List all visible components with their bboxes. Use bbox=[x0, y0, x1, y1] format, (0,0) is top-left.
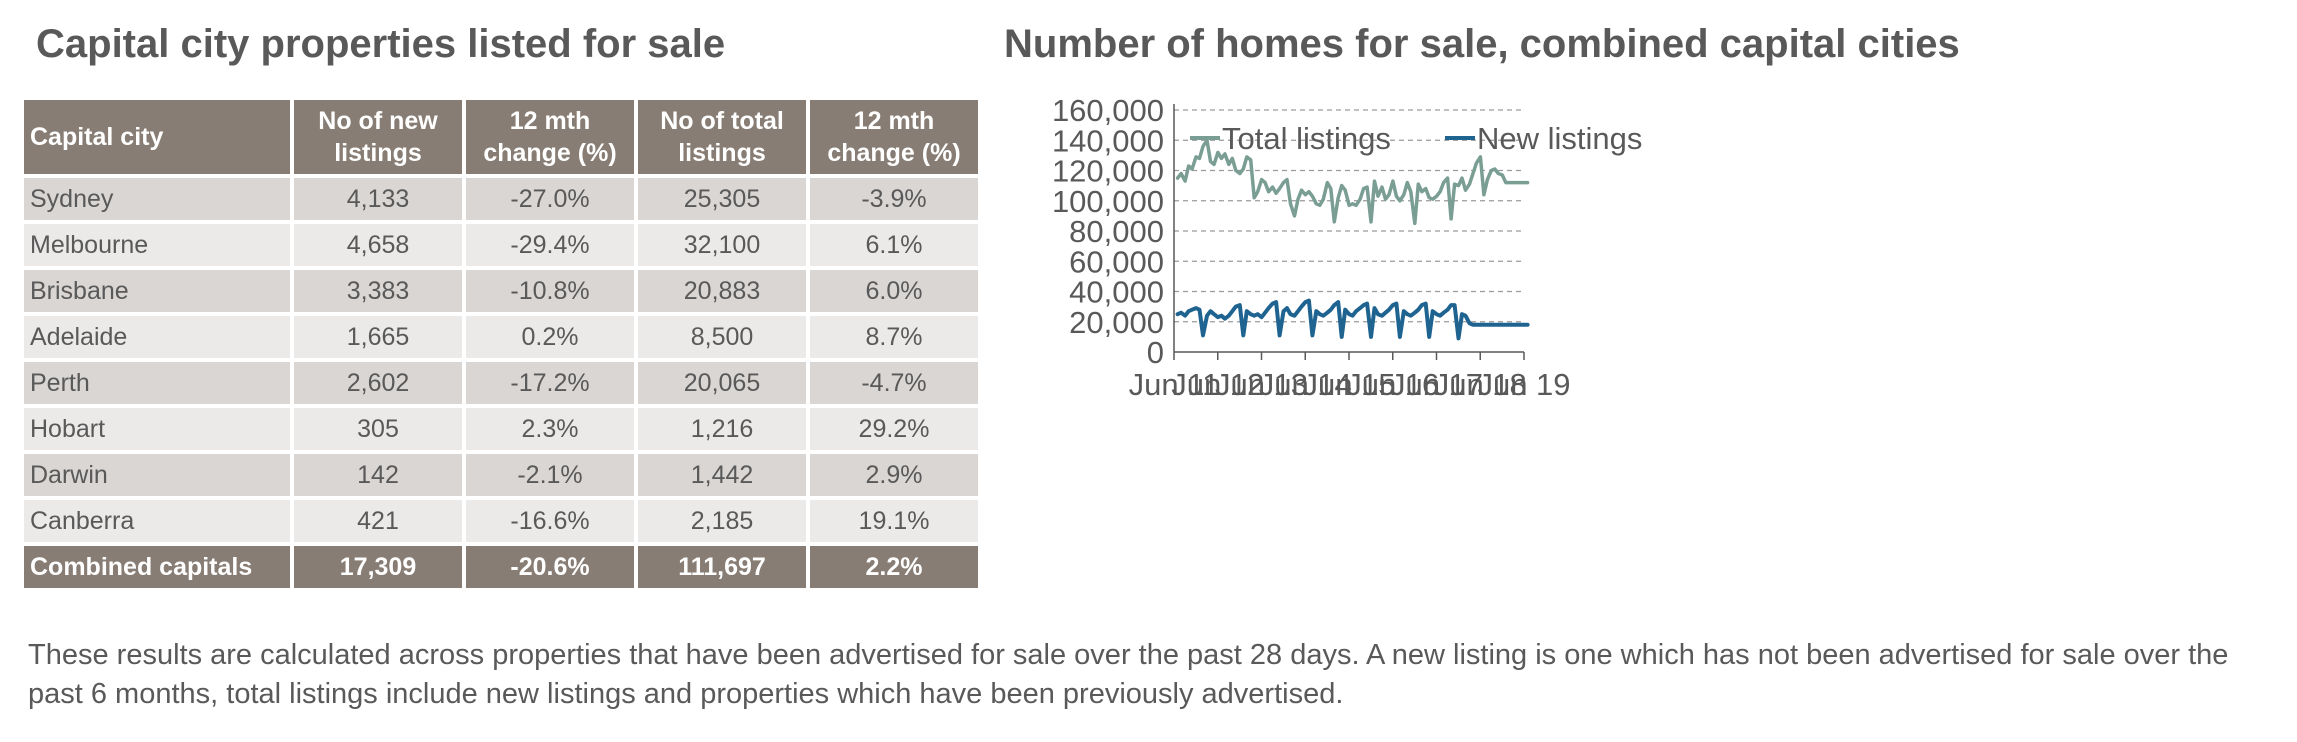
table-cell: 2.9% bbox=[810, 454, 978, 496]
table-cell-city: Sydney bbox=[24, 178, 290, 220]
table-cell: 1,665 bbox=[294, 316, 462, 358]
y-tick-label: 0 bbox=[1147, 335, 1164, 370]
table-cell: -4.7% bbox=[810, 362, 978, 404]
total-listings-line bbox=[1175, 138, 1530, 226]
table-cell: 6.0% bbox=[810, 270, 978, 312]
legend-label: New listings bbox=[1477, 121, 1642, 156]
x-tick-label: Jun 16 bbox=[1346, 367, 1439, 402]
legend-label: Total listings bbox=[1222, 121, 1391, 156]
table-cell: 421 bbox=[294, 500, 462, 542]
table-cell: 305 bbox=[294, 408, 462, 450]
table-cell-city: Combined capitals bbox=[24, 546, 290, 588]
table-cell: -10.8% bbox=[466, 270, 634, 312]
table-cell-city: Adelaide bbox=[24, 316, 290, 358]
table-cell: 2.2% bbox=[810, 546, 978, 588]
y-tick-label: 100,000 bbox=[1052, 184, 1164, 219]
table-cell: 19.1% bbox=[810, 500, 978, 542]
table-cell: -17.2% bbox=[466, 362, 634, 404]
table-cell: 1,442 bbox=[638, 454, 806, 496]
table-cell: 29.2% bbox=[810, 408, 978, 450]
table-cell-city: Perth bbox=[24, 362, 290, 404]
chart-title: Number of homes for sale, combined capit… bbox=[1004, 22, 1960, 66]
table-cell: 4,133 bbox=[294, 178, 462, 220]
header-new-change: 12 mth change (%) bbox=[466, 100, 634, 174]
table-cell: 4,658 bbox=[294, 224, 462, 266]
table-cell: -2.1% bbox=[466, 454, 634, 496]
x-tick-label: Jun 12 bbox=[1171, 367, 1264, 402]
table-cell: 0.2% bbox=[466, 316, 634, 358]
table-cell: 17,309 bbox=[294, 546, 462, 588]
table-cell-city: Hobart bbox=[24, 408, 290, 450]
table-row: Perth 2,602 -17.2% 20,065 -4.7% bbox=[24, 362, 978, 404]
x-tick-label: Jun 15 bbox=[1302, 367, 1395, 402]
table-row: Darwin 142 -2.1% 1,442 2.9% bbox=[24, 454, 978, 496]
x-tick-label: Jun 11 bbox=[1129, 367, 1220, 402]
table-row: Canberra 421 -16.6% 2,185 19.1% bbox=[24, 500, 978, 542]
table-row: Hobart 305 2.3% 1,216 29.2% bbox=[24, 408, 978, 450]
table-cell: 32,100 bbox=[638, 224, 806, 266]
header-total-listings: No of total listings bbox=[638, 100, 806, 174]
listings-table: Capital city No of new listings 12 mth cha… bbox=[20, 96, 982, 592]
y-tick-label: 120,000 bbox=[1052, 154, 1164, 189]
listings-line-chart: 020,00040,00060,00080,000100,000120,0001… bbox=[1052, 93, 1642, 402]
table-cell: -29.4% bbox=[466, 224, 634, 266]
table-cell-city: Brisbane bbox=[24, 270, 290, 312]
table-title: Capital city properties listed for sale bbox=[36, 22, 726, 66]
new-listings-line bbox=[1175, 298, 1530, 341]
table-cell-city: Melbourne bbox=[24, 224, 290, 266]
table-cell: -3.9% bbox=[810, 178, 978, 220]
table-cell: -20.6% bbox=[466, 546, 634, 588]
table-cell: 2,185 bbox=[638, 500, 806, 542]
table-header-row: Capital city No of new listings 12 mth cha… bbox=[24, 100, 978, 174]
footnote: These results are calculated across prop… bbox=[28, 639, 2229, 710]
table-row: Adelaide 1,665 0.2% 8,500 8.7% bbox=[24, 316, 978, 358]
table-cell: 2.3% bbox=[466, 408, 634, 450]
table-cell: 2,602 bbox=[294, 362, 462, 404]
table-cell: 142 bbox=[294, 454, 462, 496]
y-tick-label: 80,000 bbox=[1069, 214, 1164, 249]
header-new-listings: No of new listings bbox=[294, 100, 462, 174]
table-cell: 6.1% bbox=[810, 224, 978, 266]
header-city: Capital city bbox=[24, 100, 290, 174]
x-tick-label: Jun 17 bbox=[1390, 367, 1483, 402]
y-tick-label: 20,000 bbox=[1069, 305, 1164, 340]
table-cell-city: Darwin bbox=[24, 454, 290, 496]
y-tick-label: 160,000 bbox=[1052, 93, 1164, 128]
table-row: Brisbane 3,383 -10.8% 20,883 6.0% bbox=[24, 270, 978, 312]
table-cell: 8,500 bbox=[638, 316, 806, 358]
table-cell-city: Canberra bbox=[24, 500, 290, 542]
x-tick-label: Jun 19 bbox=[1477, 367, 1570, 402]
x-tick-label: Jun 14 bbox=[1259, 367, 1352, 402]
y-tick-label: 40,000 bbox=[1069, 275, 1164, 310]
x-tick-label: Jun 13 bbox=[1215, 367, 1308, 402]
table-cell: 111,697 bbox=[638, 546, 806, 588]
table-cell: -16.6% bbox=[466, 500, 634, 542]
table-cell: 3,383 bbox=[294, 270, 462, 312]
table-row: Sydney 4,133 -27.0% 25,305 -3.9% bbox=[24, 178, 978, 220]
table-total-row: Combined capitals 17,309 -20.6% 111,697 2.2% bbox=[24, 546, 978, 588]
table-cell: -27.0% bbox=[466, 178, 634, 220]
table-cell: 20,065 bbox=[638, 362, 806, 404]
header-total-change: 12 mth change (%) bbox=[810, 100, 978, 174]
y-tick-label: 60,000 bbox=[1069, 244, 1164, 279]
table-cell: 8.7% bbox=[810, 316, 978, 358]
y-tick-label: 140,000 bbox=[1052, 123, 1164, 158]
table-cell: 20,883 bbox=[638, 270, 806, 312]
table-cell: 1,216 bbox=[638, 408, 806, 450]
x-tick-label: Jun 18 bbox=[1434, 367, 1527, 402]
table-cell: 25,305 bbox=[638, 178, 806, 220]
table-row: Melbourne 4,658 -29.4% 32,100 6.1% bbox=[24, 224, 978, 266]
